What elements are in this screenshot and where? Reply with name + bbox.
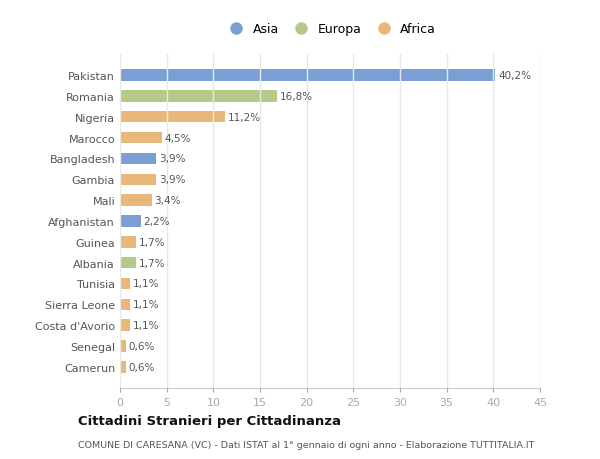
Text: 2,2%: 2,2% (143, 217, 170, 226)
Text: 3,4%: 3,4% (155, 196, 181, 206)
Bar (120, 341, 125, 352)
Legend: Asia, Europa, Africa: Asia, Europa, Africa (219, 18, 441, 41)
Bar (120, 361, 125, 373)
Bar (120, 278, 130, 290)
Text: Cittadini Stranieri per Cittadinanza: Cittadini Stranieri per Cittadinanza (78, 414, 341, 428)
Bar (120, 299, 130, 310)
Bar (120, 91, 277, 102)
Bar (120, 216, 140, 227)
Text: 1,7%: 1,7% (139, 258, 165, 268)
Text: 1,1%: 1,1% (133, 320, 160, 330)
Bar (120, 236, 136, 248)
Text: 3,9%: 3,9% (159, 154, 186, 164)
Text: 11,2%: 11,2% (227, 112, 260, 123)
Bar (120, 320, 130, 331)
Bar (120, 133, 162, 144)
Bar (120, 174, 157, 185)
Bar (120, 195, 152, 207)
Text: 3,9%: 3,9% (159, 175, 186, 185)
Text: COMUNE DI CARESANA (VC) - Dati ISTAT al 1° gennaio di ogni anno - Elaborazione T: COMUNE DI CARESANA (VC) - Dati ISTAT al … (78, 441, 535, 449)
Bar (120, 257, 136, 269)
Bar (120, 112, 224, 123)
Text: 1,7%: 1,7% (139, 237, 165, 247)
Bar (120, 70, 495, 82)
Text: 0,6%: 0,6% (128, 341, 155, 351)
Text: 0,6%: 0,6% (128, 362, 155, 372)
Text: 16,8%: 16,8% (280, 92, 313, 102)
Text: 1,1%: 1,1% (133, 279, 160, 289)
Text: 4,5%: 4,5% (165, 133, 191, 143)
Text: 40,2%: 40,2% (498, 71, 531, 81)
Text: 1,1%: 1,1% (133, 300, 160, 310)
Bar (120, 153, 157, 165)
